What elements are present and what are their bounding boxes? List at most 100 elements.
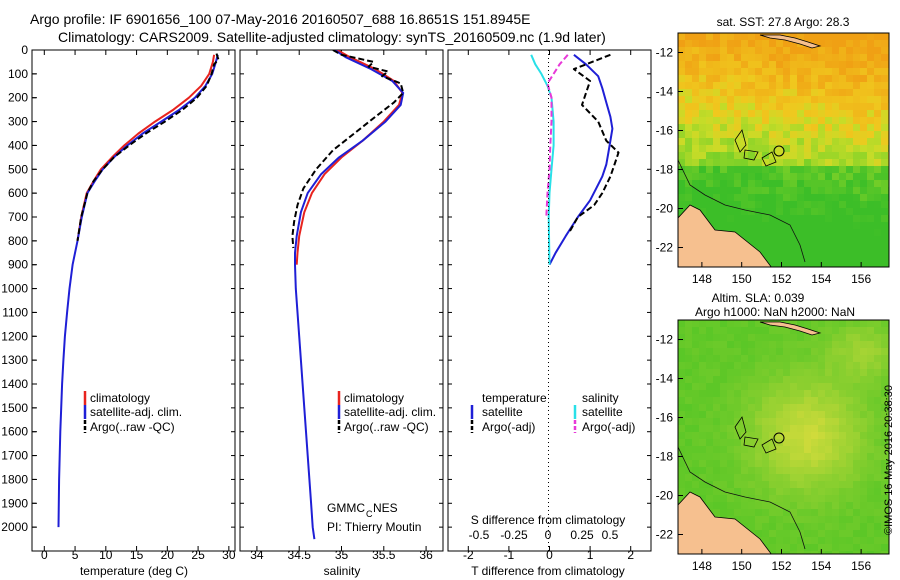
- sla-cell: [692, 376, 700, 384]
- sla-cell: [804, 362, 812, 370]
- map-x-tick-label: 154: [811, 559, 831, 573]
- sst-cell: [825, 61, 833, 69]
- sst-cell: [846, 194, 854, 202]
- sla-cell: [748, 446, 756, 454]
- depth-tick-label: 0: [21, 43, 28, 57]
- sla-cell: [860, 327, 868, 335]
- sst-cell: [832, 40, 840, 48]
- sst-cell: [678, 61, 686, 69]
- sst-cell: [853, 257, 861, 265]
- sla-cell: [790, 509, 798, 517]
- sla-cell: [797, 376, 805, 384]
- sst-cell: [678, 201, 686, 209]
- sla-cell: [874, 530, 882, 538]
- x-tick-label: 25: [191, 548, 205, 562]
- sla-cell: [748, 488, 756, 496]
- sst-cell: [881, 54, 889, 62]
- sla-cell: [797, 488, 805, 496]
- sst-cell: [713, 75, 721, 83]
- sst-cell: [853, 236, 861, 244]
- sst-cell: [881, 103, 889, 111]
- sst-cell: [874, 33, 882, 41]
- sla-cell: [797, 467, 805, 475]
- sst-cell: [720, 222, 728, 230]
- sla-cell: [881, 460, 889, 468]
- sst-cell: [839, 236, 847, 244]
- sla-cell: [874, 355, 882, 363]
- sla-cell: [867, 474, 875, 482]
- sst-cell: [832, 68, 840, 76]
- sla-cell: [867, 509, 875, 517]
- sst-cell: [776, 68, 784, 76]
- sla-cell: [692, 362, 700, 370]
- sla-cell: [713, 376, 721, 384]
- sst-cell: [790, 40, 798, 48]
- sst-cell: [706, 131, 714, 139]
- gmmc-text: GMMC: [327, 501, 365, 515]
- sla-cell: [769, 530, 777, 538]
- sla-cell: [853, 404, 861, 412]
- sst-cell: [755, 215, 763, 223]
- sla-cell: [846, 348, 854, 356]
- sla-cell: [748, 369, 756, 377]
- sla-cell: [804, 509, 812, 517]
- coastline-north: [759, 34, 822, 49]
- sla-cell: [818, 418, 826, 426]
- sla-cell: [776, 397, 784, 405]
- sla-cell: [832, 460, 840, 468]
- sla-cell: [853, 474, 861, 482]
- sst-cell: [825, 250, 833, 258]
- sst-cell: [734, 110, 742, 118]
- sla-cell: [881, 348, 889, 356]
- sst-cell: [790, 145, 798, 153]
- series-line-s-satellite: [530, 54, 555, 265]
- s-diff-tick-label: 0.25: [570, 528, 594, 542]
- sla-cell: [860, 544, 868, 552]
- sla-cell: [853, 453, 861, 461]
- pi-name: PI: Thierry Moutin: [327, 520, 421, 534]
- sla-cell: [790, 481, 798, 489]
- sst-cell: [790, 173, 798, 181]
- sla-cell: [692, 334, 700, 342]
- sst-cell: [846, 75, 854, 83]
- sst-cell: [846, 89, 854, 97]
- sla-cell: [727, 397, 735, 405]
- map-x-tick-label: 148: [692, 272, 712, 286]
- sst-cell: [881, 229, 889, 237]
- sst-cell: [874, 152, 882, 160]
- sla-cell: [727, 348, 735, 356]
- sla-cell: [685, 467, 693, 475]
- sla-cell: [790, 467, 798, 475]
- sst-cell: [783, 222, 791, 230]
- sst-cell: [685, 89, 693, 97]
- sla-cell: [790, 327, 798, 335]
- sla-cell: [825, 537, 833, 545]
- sst-cell: [720, 152, 728, 160]
- sst-cell: [818, 89, 826, 97]
- sla-cell: [678, 446, 686, 454]
- map-y-tick-label: -22: [656, 241, 674, 255]
- sst-cell: [811, 47, 819, 55]
- sla-cell: [706, 467, 714, 475]
- sla-cell: [699, 341, 707, 349]
- sst-cell: [818, 243, 826, 251]
- sst-cell: [881, 243, 889, 251]
- sla-cell: [713, 390, 721, 398]
- sst-cell: [748, 124, 756, 132]
- sla-cell: [853, 341, 861, 349]
- sla-cell: [755, 383, 763, 391]
- sla-cell: [860, 404, 868, 412]
- sst-cell: [797, 47, 805, 55]
- sst-cell: [748, 68, 756, 76]
- sla-cell: [685, 376, 693, 384]
- sla-cell: [846, 551, 854, 554]
- sla-cell: [783, 439, 791, 447]
- sla-cell: [769, 439, 777, 447]
- sla-cell: [741, 348, 749, 356]
- sst-cell: [790, 82, 798, 90]
- sst-cell: [685, 40, 693, 48]
- sla-cell: [839, 425, 847, 433]
- sst-cell: [832, 201, 840, 209]
- sst-cell: [734, 96, 742, 104]
- sla-cell: [832, 502, 840, 510]
